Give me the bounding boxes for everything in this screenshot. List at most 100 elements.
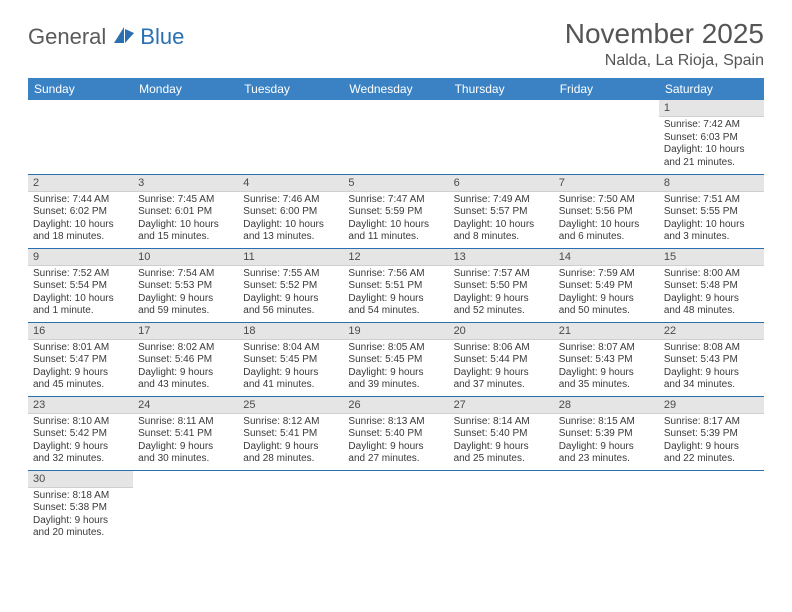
- day-number: 23: [28, 397, 133, 414]
- day-content: Sunrise: 8:05 AMSunset: 5:45 PMDaylight:…: [343, 340, 448, 396]
- day-line: Sunset: 5:59 PM: [348, 206, 443, 219]
- calendar-cell: 14Sunrise: 7:59 AMSunset: 5:49 PMDayligh…: [554, 248, 659, 322]
- day-line: Daylight: 10 hours: [33, 293, 128, 306]
- day-line: and 28 minutes.: [243, 453, 338, 466]
- day-line: Sunset: 5:40 PM: [454, 428, 549, 441]
- day-content: Sunrise: 7:42 AMSunset: 6:03 PMDaylight:…: [659, 117, 764, 173]
- day-line: and 1 minute.: [33, 305, 128, 318]
- calendar-cell: 24Sunrise: 8:11 AMSunset: 5:41 PMDayligh…: [133, 396, 238, 470]
- day-line: and 34 minutes.: [664, 379, 759, 392]
- day-number: 11: [238, 249, 343, 266]
- day-line: Sunrise: 8:10 AM: [33, 416, 128, 429]
- day-line: and 59 minutes.: [138, 305, 233, 318]
- header: General Blue November 2025 Nalda, La Rio…: [28, 18, 764, 70]
- calendar-cell: 20Sunrise: 8:06 AMSunset: 5:44 PMDayligh…: [449, 322, 554, 396]
- weekday-header: Wednesday: [343, 78, 448, 100]
- day-number: 20: [449, 323, 554, 340]
- day-line: Daylight: 9 hours: [664, 441, 759, 454]
- day-line: Sunrise: 8:06 AM: [454, 342, 549, 355]
- day-number: 30: [28, 471, 133, 488]
- calendar-cell: 9Sunrise: 7:52 AMSunset: 5:54 PMDaylight…: [28, 248, 133, 322]
- day-line: Sunset: 5:43 PM: [559, 354, 654, 367]
- day-number: 29: [659, 397, 764, 414]
- day-line: Sunrise: 7:54 AM: [138, 268, 233, 281]
- calendar-row: 16Sunrise: 8:01 AMSunset: 5:47 PMDayligh…: [28, 322, 764, 396]
- day-line: Sunset: 5:42 PM: [33, 428, 128, 441]
- day-line: Sunset: 5:40 PM: [348, 428, 443, 441]
- day-line: Sunrise: 8:01 AM: [33, 342, 128, 355]
- day-line: Daylight: 9 hours: [559, 367, 654, 380]
- calendar-cell: 29Sunrise: 8:17 AMSunset: 5:39 PMDayligh…: [659, 396, 764, 470]
- day-number: 24: [133, 397, 238, 414]
- day-line: Sunset: 5:39 PM: [559, 428, 654, 441]
- calendar-cell: 10Sunrise: 7:54 AMSunset: 5:53 PMDayligh…: [133, 248, 238, 322]
- day-line: Daylight: 9 hours: [664, 367, 759, 380]
- calendar-row: 30Sunrise: 8:18 AMSunset: 5:38 PMDayligh…: [28, 470, 764, 544]
- day-line: Sunrise: 7:45 AM: [138, 194, 233, 207]
- day-line: Daylight: 9 hours: [33, 441, 128, 454]
- day-line: Sunrise: 7:59 AM: [559, 268, 654, 281]
- sail-icon: [112, 25, 136, 50]
- day-line: Sunset: 5:41 PM: [138, 428, 233, 441]
- day-line: Sunrise: 7:57 AM: [454, 268, 549, 281]
- calendar-cell: 16Sunrise: 8:01 AMSunset: 5:47 PMDayligh…: [28, 322, 133, 396]
- day-content: Sunrise: 7:50 AMSunset: 5:56 PMDaylight:…: [554, 192, 659, 248]
- day-line: Sunset: 5:52 PM: [243, 280, 338, 293]
- day-content: Sunrise: 8:14 AMSunset: 5:40 PMDaylight:…: [449, 414, 554, 470]
- day-line: Sunrise: 8:15 AM: [559, 416, 654, 429]
- calendar-cell: 2Sunrise: 7:44 AMSunset: 6:02 PMDaylight…: [28, 174, 133, 248]
- calendar-cell: [343, 100, 448, 174]
- calendar-cell: [449, 470, 554, 544]
- day-content: Sunrise: 8:17 AMSunset: 5:39 PMDaylight:…: [659, 414, 764, 470]
- day-line: Daylight: 9 hours: [33, 515, 128, 528]
- day-line: Sunset: 5:49 PM: [559, 280, 654, 293]
- day-content: Sunrise: 8:10 AMSunset: 5:42 PMDaylight:…: [28, 414, 133, 470]
- day-line: Daylight: 9 hours: [559, 441, 654, 454]
- day-content: Sunrise: 7:46 AMSunset: 6:00 PMDaylight:…: [238, 192, 343, 248]
- day-line: Sunrise: 8:14 AM: [454, 416, 549, 429]
- day-line: Daylight: 10 hours: [559, 219, 654, 232]
- day-line: Sunset: 5:39 PM: [664, 428, 759, 441]
- calendar-cell: 26Sunrise: 8:13 AMSunset: 5:40 PMDayligh…: [343, 396, 448, 470]
- day-line: Daylight: 9 hours: [33, 367, 128, 380]
- day-line: and 18 minutes.: [33, 231, 128, 244]
- calendar-cell: 28Sunrise: 8:15 AMSunset: 5:39 PMDayligh…: [554, 396, 659, 470]
- calendar-row: 9Sunrise: 7:52 AMSunset: 5:54 PMDaylight…: [28, 248, 764, 322]
- logo: General Blue: [28, 18, 184, 50]
- calendar-cell: [554, 470, 659, 544]
- day-content: Sunrise: 7:49 AMSunset: 5:57 PMDaylight:…: [449, 192, 554, 248]
- weekday-header: Sunday: [28, 78, 133, 100]
- day-line: and 27 minutes.: [348, 453, 443, 466]
- day-line: Daylight: 9 hours: [559, 293, 654, 306]
- weekday-header: Tuesday: [238, 78, 343, 100]
- day-line: and 13 minutes.: [243, 231, 338, 244]
- day-line: Daylight: 10 hours: [454, 219, 549, 232]
- day-number: 7: [554, 175, 659, 192]
- day-line: and 22 minutes.: [664, 453, 759, 466]
- calendar-cell: [133, 470, 238, 544]
- day-line: Sunrise: 8:07 AM: [559, 342, 654, 355]
- day-content: Sunrise: 8:15 AMSunset: 5:39 PMDaylight:…: [554, 414, 659, 470]
- calendar-cell: 13Sunrise: 7:57 AMSunset: 5:50 PMDayligh…: [449, 248, 554, 322]
- day-line: Sunrise: 7:47 AM: [348, 194, 443, 207]
- day-content: Sunrise: 8:00 AMSunset: 5:48 PMDaylight:…: [659, 266, 764, 322]
- day-content: Sunrise: 8:07 AMSunset: 5:43 PMDaylight:…: [554, 340, 659, 396]
- day-line: Sunset: 6:01 PM: [138, 206, 233, 219]
- day-number: 28: [554, 397, 659, 414]
- day-number: 6: [449, 175, 554, 192]
- calendar-cell: [449, 100, 554, 174]
- day-number: 8: [659, 175, 764, 192]
- day-line: Sunrise: 8:13 AM: [348, 416, 443, 429]
- day-line: and 23 minutes.: [559, 453, 654, 466]
- day-line: Sunset: 5:43 PM: [664, 354, 759, 367]
- page: General Blue November 2025 Nalda, La Rio…: [0, 0, 792, 562]
- day-number: 17: [133, 323, 238, 340]
- day-line: Sunset: 5:51 PM: [348, 280, 443, 293]
- calendar-cell: 23Sunrise: 8:10 AMSunset: 5:42 PMDayligh…: [28, 396, 133, 470]
- day-line: Sunrise: 7:42 AM: [664, 119, 759, 132]
- calendar-cell: 3Sunrise: 7:45 AMSunset: 6:01 PMDaylight…: [133, 174, 238, 248]
- day-line: and 30 minutes.: [138, 453, 233, 466]
- day-content: Sunrise: 7:57 AMSunset: 5:50 PMDaylight:…: [449, 266, 554, 322]
- calendar-cell: 22Sunrise: 8:08 AMSunset: 5:43 PMDayligh…: [659, 322, 764, 396]
- day-number: 9: [28, 249, 133, 266]
